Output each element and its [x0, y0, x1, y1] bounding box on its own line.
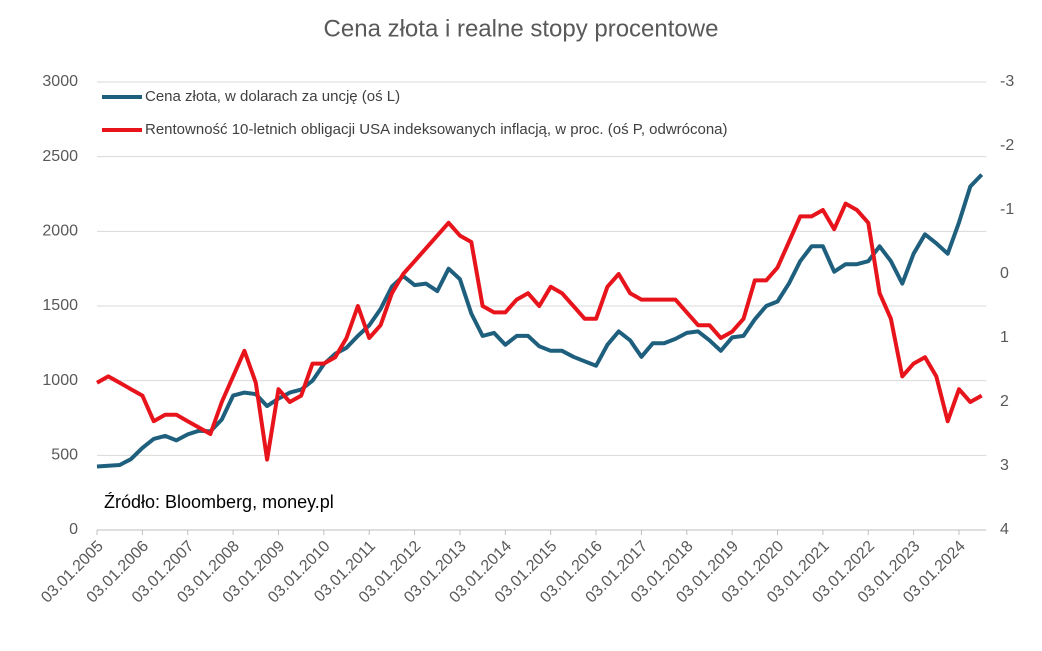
legend-label: Rentowność 10-letnich obligacji USA inde…: [145, 121, 728, 138]
y2-tick-label: 0: [1000, 265, 1009, 282]
series-line: [96, 173, 984, 469]
source-note: Źródło: Bloomberg, money.pl: [104, 492, 334, 512]
y2-tick-label: 2: [1000, 393, 1009, 410]
y-tick-label: 0: [69, 521, 78, 538]
chart-title: Cena złota i realne stopy procentowe: [324, 15, 719, 42]
y-tick-label: 2000: [42, 223, 78, 240]
y2-tick-label: 4: [1000, 521, 1009, 538]
y2-tick-label: 1: [1000, 329, 1009, 346]
series-line: [96, 201, 983, 462]
y2-tick-label: -2: [1000, 137, 1014, 154]
y-tick-label: 1000: [42, 372, 78, 389]
y-tick-label: 1500: [42, 297, 78, 314]
y2-tick-label: 3: [1000, 457, 1009, 474]
y-tick-label: 3000: [42, 73, 78, 90]
y2-tick-label: -3: [1000, 73, 1014, 90]
y2-tick-label: -1: [1000, 201, 1014, 218]
legend-label: Cena złota, w dolarach za uncję (oś L): [145, 88, 400, 105]
y-tick-label: 2500: [42, 148, 78, 165]
y-tick-label: 500: [51, 447, 78, 464]
